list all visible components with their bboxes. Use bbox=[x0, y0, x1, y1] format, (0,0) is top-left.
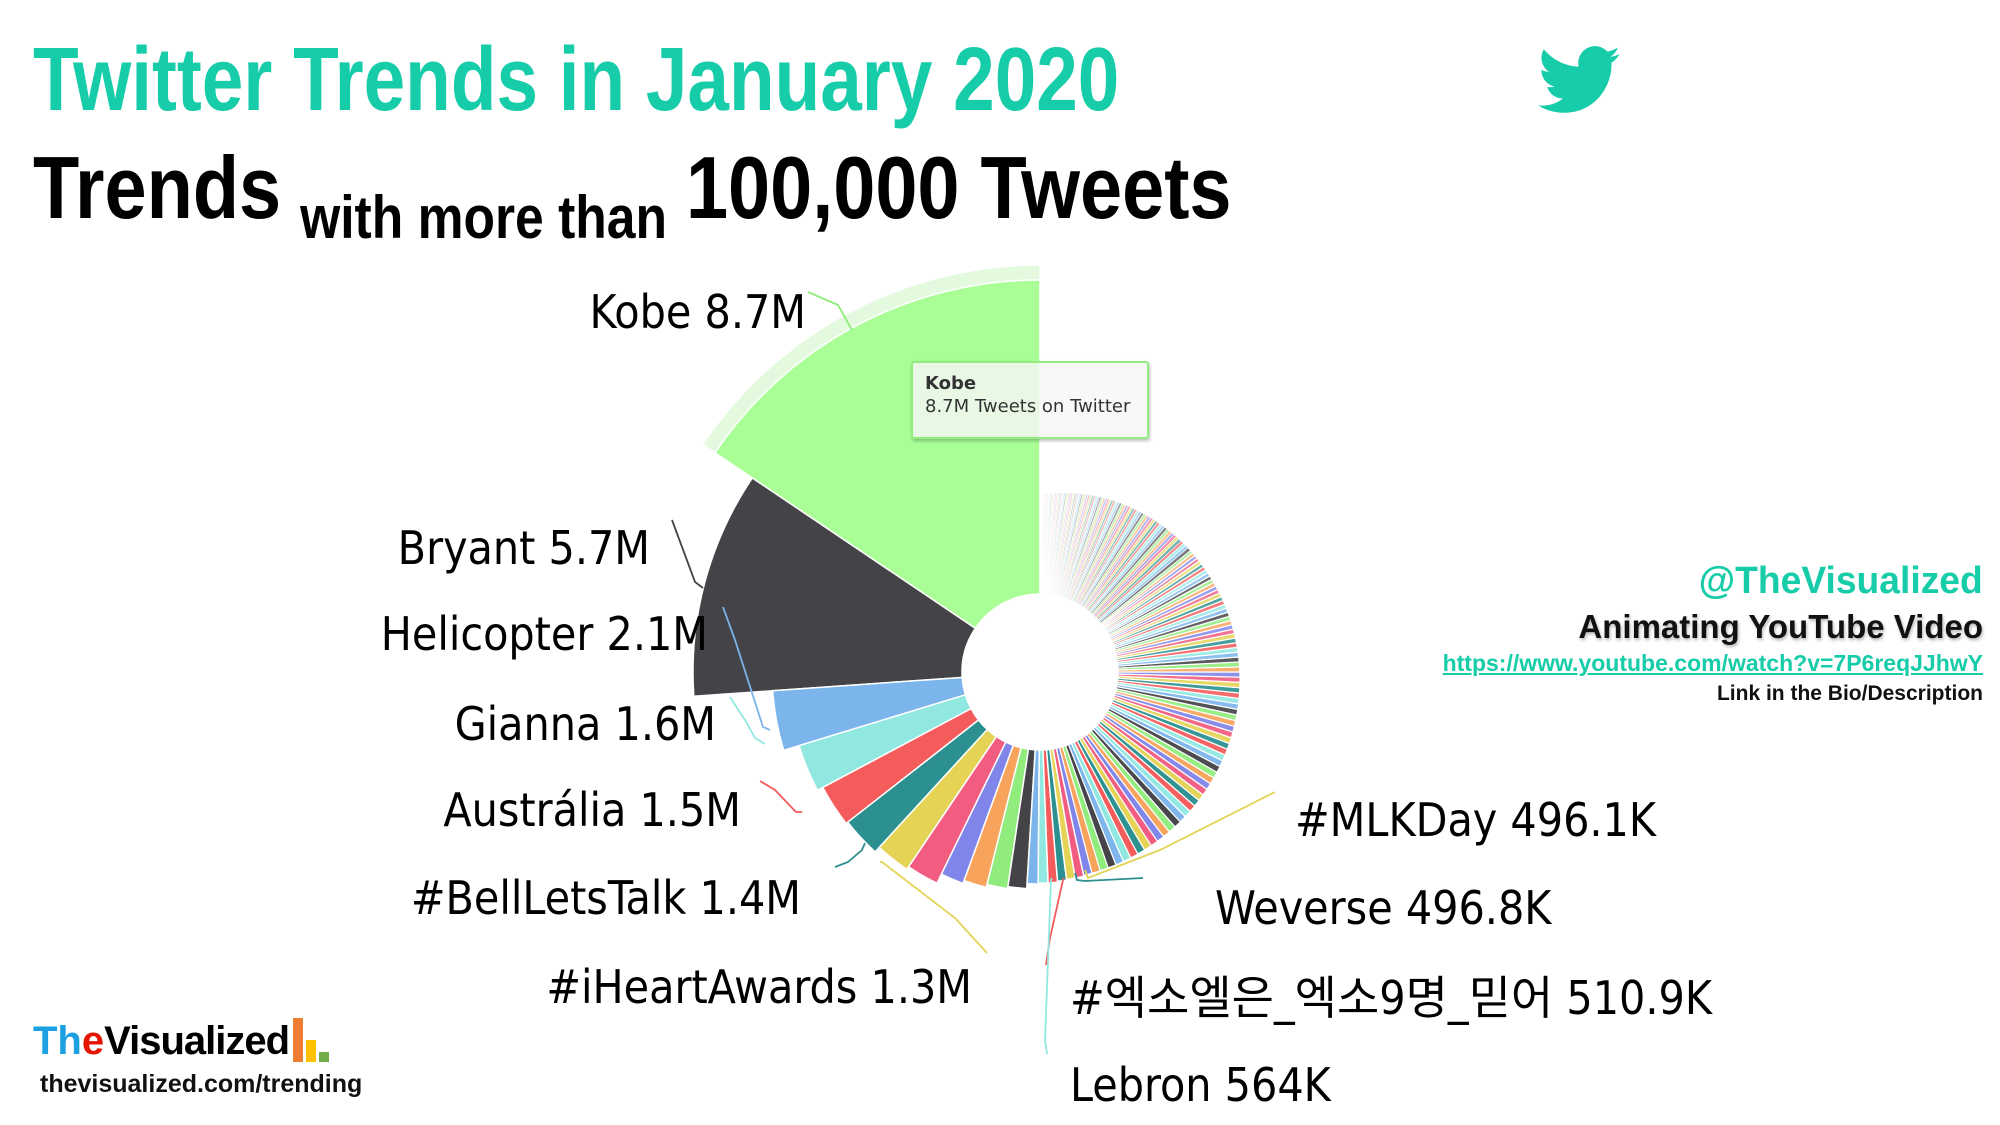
tail-slices bbox=[1041, 492, 1241, 877]
logo-visualized: Visualized bbox=[104, 1019, 290, 1063]
leader-line bbox=[1074, 872, 1144, 882]
slice--mlkday[interactable] bbox=[1052, 747, 1085, 879]
subtitle: Trends with more than 100,000 Tweets bbox=[33, 138, 1232, 251]
subtitle-threshold: 100,000 Tweets bbox=[685, 138, 1232, 237]
page-title: Twitter Trends in January 2020 bbox=[33, 30, 1119, 130]
slice-label: Kobe 8.7M bbox=[589, 285, 806, 339]
leader-lines bbox=[671, 291, 1276, 1055]
twitter-bird-icon bbox=[1538, 46, 1620, 113]
title-text: Twitter Trends in January 2020 bbox=[33, 30, 1120, 130]
slice-label: Bryant 5.7M bbox=[397, 521, 650, 575]
brand-logo: TheVisualized bbox=[33, 1018, 333, 1066]
slice-label: Weverse 496.8K bbox=[1215, 881, 1552, 935]
logo-th: Th bbox=[33, 1019, 82, 1063]
leader-line bbox=[722, 606, 771, 731]
leader-line bbox=[759, 780, 802, 813]
slice-tail[interactable] bbox=[1041, 493, 1045, 595]
slice-label: #엑소엘은_엑소9명_믿어 510.9K bbox=[1070, 971, 1712, 1025]
leader-line bbox=[1084, 791, 1276, 880]
slice-label: Helicopter 2.1M bbox=[380, 607, 708, 661]
subtitle-trends: Trends bbox=[33, 138, 282, 237]
subtitle-with-more-than: with more than bbox=[300, 184, 668, 251]
slice-label: Gianna 1.6M bbox=[454, 697, 716, 751]
brand-url[interactable]: thevisualized.com/trending bbox=[40, 1070, 363, 1098]
leader-line bbox=[880, 861, 988, 954]
slice-label: #iHeartAwards 1.3M bbox=[546, 960, 972, 1014]
slice-label: #MLKDay 496.1K bbox=[1295, 793, 1656, 847]
chart-tooltip: Kobe 8.7M Tweets on Twitter bbox=[911, 361, 1149, 439]
leader-line bbox=[729, 696, 766, 745]
leader-line bbox=[807, 291, 853, 331]
leader-line bbox=[1044, 877, 1053, 1055]
tooltip-body: 8.7M Tweets on Twitter bbox=[925, 396, 1131, 417]
slice-label: #BellLetsTalk 1.4M bbox=[410, 871, 801, 925]
tooltip-title: Kobe bbox=[925, 373, 977, 394]
slice-bryant[interactable] bbox=[692, 476, 977, 698]
bar-chart-icon bbox=[293, 1018, 333, 1064]
slice-label: Lebron 564K bbox=[1070, 1058, 1331, 1112]
slice-label: Austrália 1.5M bbox=[443, 783, 741, 837]
leader-line bbox=[834, 842, 866, 868]
logo-e: e bbox=[81, 1019, 105, 1063]
leader-line bbox=[671, 519, 704, 589]
video-label: Animating YouTube Video bbox=[1578, 608, 1983, 645]
twitter-handle: @TheVisualized bbox=[1699, 560, 1983, 602]
bio-note: Link in the Bio/Description bbox=[1716, 682, 1983, 705]
youtube-link[interactable]: https://www.youtube.com/watch?v=7P6reqJJ… bbox=[1442, 650, 1983, 676]
